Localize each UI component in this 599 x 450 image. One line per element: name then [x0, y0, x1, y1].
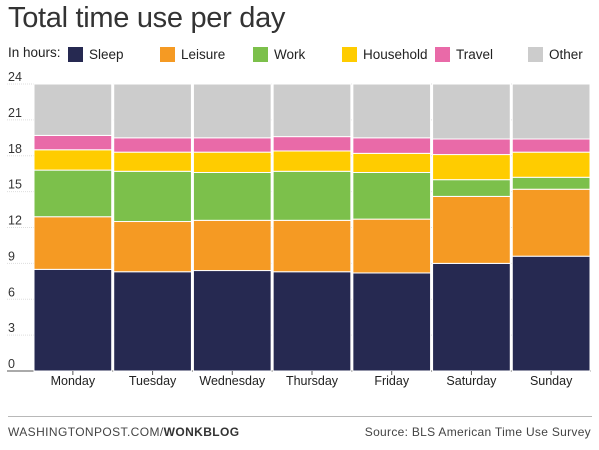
bar-segment-household [33, 149, 113, 171]
bar-segment-other [511, 83, 591, 140]
bar-segment-leisure [352, 218, 432, 274]
bar-segment-leisure [511, 188, 591, 257]
chart-title: Total time use per day [8, 2, 286, 34]
x-tick-label: Saturday [446, 374, 497, 388]
legend-swatch-other [528, 46, 543, 62]
x-tick-label: Wednesday [199, 374, 266, 388]
bar-segment-household [113, 151, 192, 172]
bar-segment-sleep [432, 262, 511, 372]
bar-segment-leisure [113, 221, 192, 273]
x-tick-label: Tuesday [129, 374, 177, 388]
legend: In hours: Sleep Leisure Work Household T… [8, 44, 593, 64]
bar-segment-sleep [272, 271, 352, 372]
legend-label-household: Household [363, 46, 428, 62]
legend-item-travel: Travel [435, 44, 493, 64]
bar-segment-household [432, 154, 511, 181]
bar-segment-sleep [352, 272, 432, 372]
bar-segment-sleep [113, 271, 192, 372]
bar-segment-work [272, 170, 352, 221]
bar-segment-leisure [432, 195, 511, 264]
bar-segment-work [511, 176, 591, 190]
bar-segment-leisure [192, 219, 272, 272]
bar-segment-travel [192, 137, 272, 153]
bar-segment-leisure [33, 216, 113, 270]
y-tick-label: 9 [8, 249, 15, 263]
bar-segment-household [511, 151, 591, 178]
bar-segment-other [352, 83, 432, 139]
bar-segment-travel [432, 138, 511, 156]
legend-label-other: Other [549, 46, 583, 62]
y-tick-label: 3 [8, 321, 15, 335]
legend-prefix: In hours: [8, 45, 61, 60]
y-tick-label: 6 [8, 285, 15, 299]
bar-segment-leisure [272, 219, 352, 273]
bar-segment-work [192, 171, 272, 221]
legend-swatch-sleep [68, 46, 83, 62]
y-tick-label: 18 [8, 142, 22, 156]
bar-segment-travel [511, 138, 591, 153]
bar-segment-work [352, 171, 432, 220]
footer-divider [8, 416, 592, 417]
legend-item-work: Work [253, 44, 305, 64]
bar-segment-travel [352, 137, 432, 154]
bar-segment-sleep [33, 268, 113, 372]
legend-label-leisure: Leisure [181, 46, 226, 62]
footer-site: WASHINGTONPOST.COM/ [8, 425, 164, 439]
legend-label-work: Work [274, 46, 306, 62]
legend-item-leisure: Leisure [160, 44, 225, 64]
legend-item-household: Household [342, 44, 428, 64]
bar-segment-other [192, 83, 272, 139]
bar-segment-household [192, 151, 272, 173]
footer-credit[interactable]: WASHINGTONPOST.COM/WONKBLOG [8, 425, 239, 439]
legend-item-sleep: Sleep [68, 44, 124, 64]
bar-segment-sleep [511, 255, 591, 372]
legend-swatch-travel [435, 46, 450, 62]
bar-segment-household [272, 150, 352, 172]
bar-segment-sleep [192, 270, 272, 372]
legend-swatch-work [253, 46, 268, 62]
bar-segment-travel [272, 136, 352, 152]
y-tick-label: 21 [8, 106, 22, 120]
y-tick-label: 0 [8, 357, 15, 371]
bar-segment-work [113, 170, 192, 223]
bar-segment-other [432, 83, 511, 140]
x-tick-label: Sunday [530, 374, 573, 388]
legend-label-travel: Travel [456, 46, 494, 62]
x-tick-label: Friday [374, 374, 409, 388]
footer-source: Source: BLS American Time Use Survey [364, 425, 591, 439]
legend-swatch-household [342, 46, 357, 62]
bar-segment-household [352, 152, 432, 173]
y-tick-label: 12 [8, 214, 22, 228]
legend-item-other: Other [528, 44, 583, 64]
footer-section: WONKBLOG [163, 425, 240, 439]
x-tick-label: Thursday [286, 374, 339, 388]
bar-segment-travel [33, 134, 113, 151]
bar-segment-work [33, 169, 113, 218]
bar-segment-other [33, 83, 113, 136]
bar-segment-travel [113, 137, 192, 153]
bar-segment-other [113, 83, 192, 139]
legend-label-sleep: Sleep [89, 46, 124, 62]
y-tick-label: 15 [8, 178, 22, 192]
y-tick-label: 24 [8, 70, 22, 84]
bar-segment-work [432, 179, 511, 197]
x-tick-label: Monday [51, 374, 96, 388]
legend-swatch-leisure [160, 46, 175, 62]
bar-segment-other [272, 83, 352, 138]
